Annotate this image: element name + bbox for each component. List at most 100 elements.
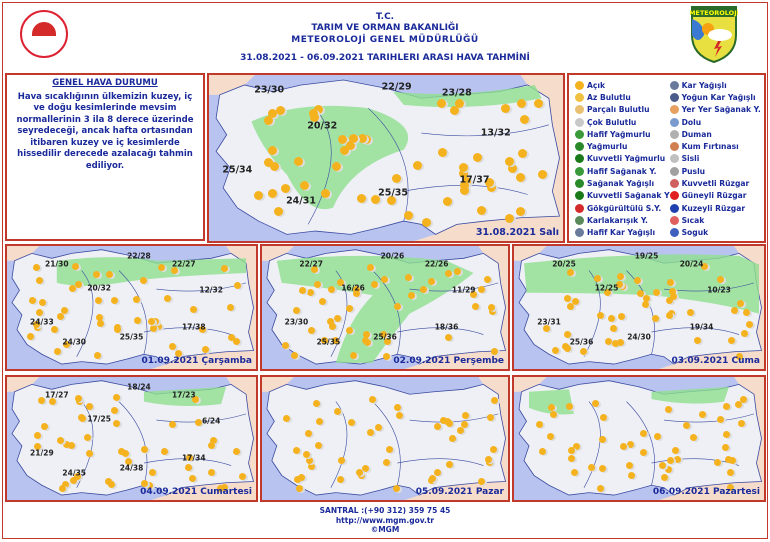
weather-icon <box>295 484 303 492</box>
weather-icon <box>92 270 100 278</box>
weather-icon <box>619 443 627 451</box>
cold-icon <box>669 228 679 238</box>
temperature-label: 20/32 <box>87 283 111 293</box>
general-weather-panel: GENEL HAVA DURUMU Hava sıcaklığının ülke… <box>5 73 205 241</box>
map-date: 04.09.2021 Cumartesi <box>140 487 252 497</box>
weather-icon <box>276 106 286 116</box>
temperature-label: 18/24 <box>127 382 151 392</box>
region-borders <box>584 271 754 357</box>
weather-icon <box>505 157 515 167</box>
weather-icon <box>371 194 381 204</box>
weather-icon <box>299 287 307 295</box>
region-borders <box>331 402 498 488</box>
weather-icon <box>189 475 197 483</box>
weather-icon <box>486 459 494 467</box>
weather-icon <box>538 448 546 456</box>
weather-icon <box>54 347 62 355</box>
weather-icon <box>328 285 336 293</box>
weather-icon <box>56 312 64 320</box>
weather-icon <box>185 464 193 472</box>
weather-icon <box>333 407 341 415</box>
weather-icon <box>458 163 468 173</box>
temperature-label: 22/28 <box>127 251 151 261</box>
snow-icon <box>669 80 679 90</box>
temperature-label: 19/25 <box>634 251 659 261</box>
weather-icon <box>347 419 355 427</box>
weather-icon <box>292 306 300 314</box>
weather-icon <box>362 464 370 472</box>
weather-icon <box>105 270 113 278</box>
temperature-label: 18/36 <box>434 322 459 332</box>
legend-label: Sisli <box>681 154 700 164</box>
legend-label: Puslu <box>681 166 706 176</box>
weather-icon <box>722 444 730 452</box>
legend-item: Dolu <box>669 116 761 128</box>
temperature-label: 10/23 <box>707 285 731 295</box>
weather-icon <box>660 474 668 482</box>
weather-icon <box>597 484 605 492</box>
weather-icon <box>746 320 754 328</box>
website-link[interactable]: http://www.mgm.gov.tr <box>335 515 435 525</box>
weather-icon <box>326 317 334 325</box>
temperature-label: 20/32 <box>307 120 338 132</box>
weather-icon <box>298 473 306 481</box>
weather-icon <box>617 272 625 280</box>
legend-label: Az Bulutlu <box>587 92 631 102</box>
weather-icon <box>490 347 498 355</box>
weather-icon <box>238 473 246 481</box>
ministry-seal-logo <box>20 10 68 58</box>
weather-icon <box>380 276 388 284</box>
temperature-label: 24/30 <box>62 337 87 347</box>
weather-icon <box>596 311 604 319</box>
temperature-label: 24/33 <box>30 317 54 327</box>
weather-icon <box>571 298 579 306</box>
map-date: 06.09.2021 Pazartesi <box>652 487 760 497</box>
weather-icon <box>633 277 641 285</box>
weather-icon <box>316 418 324 426</box>
weather-icon <box>139 276 147 284</box>
neighbor-land <box>7 246 256 369</box>
weather-icon <box>195 419 203 427</box>
temperature-label: 25/35 <box>378 187 409 199</box>
weather-icon <box>363 338 371 346</box>
weather-icon <box>350 352 358 360</box>
weather-icon <box>233 447 241 455</box>
weather-icon <box>329 323 337 331</box>
neighbor-land <box>514 377 764 500</box>
weather-icon <box>358 472 366 480</box>
weather-icon <box>729 456 737 464</box>
weather-icon <box>221 483 229 491</box>
weather-icon <box>682 422 690 430</box>
weather-icon <box>233 337 241 345</box>
legend-label: Çok Bulutlu <box>587 117 637 127</box>
weather-icon <box>74 281 82 289</box>
temperature-label: 25/35 <box>316 337 341 347</box>
weather-icon <box>217 484 225 492</box>
rain-zone <box>529 386 729 415</box>
weather-icon <box>41 423 49 431</box>
heavy-shower-icon <box>575 191 584 201</box>
weather-icon <box>387 195 397 205</box>
legend-label: Parçalı Bulutlu <box>587 105 650 115</box>
weather-icon <box>62 481 70 489</box>
region-borders <box>77 271 246 357</box>
temperature-label: 17/23 <box>171 390 196 400</box>
temperature-label: 21/29 <box>30 448 54 458</box>
weather-icon <box>274 207 284 217</box>
weather-icon <box>615 281 623 289</box>
legend-item: Hafif Sağanak Y. <box>575 165 670 177</box>
weather-icon <box>549 410 557 418</box>
weather-icon <box>610 325 618 333</box>
weather-icon <box>476 205 486 215</box>
weather-icon <box>151 317 159 325</box>
weather-icon <box>567 446 575 454</box>
turkey-map <box>7 246 256 369</box>
legend-item: Hafif Yağmurlu <box>575 128 670 140</box>
weather-icon <box>731 306 739 314</box>
weather-icon <box>600 414 608 422</box>
light-shower-icon <box>575 166 584 176</box>
weather-icon <box>593 274 601 282</box>
weather-icon <box>114 325 122 333</box>
legend-label: Dolu <box>681 117 702 127</box>
weather-icon <box>599 435 607 443</box>
